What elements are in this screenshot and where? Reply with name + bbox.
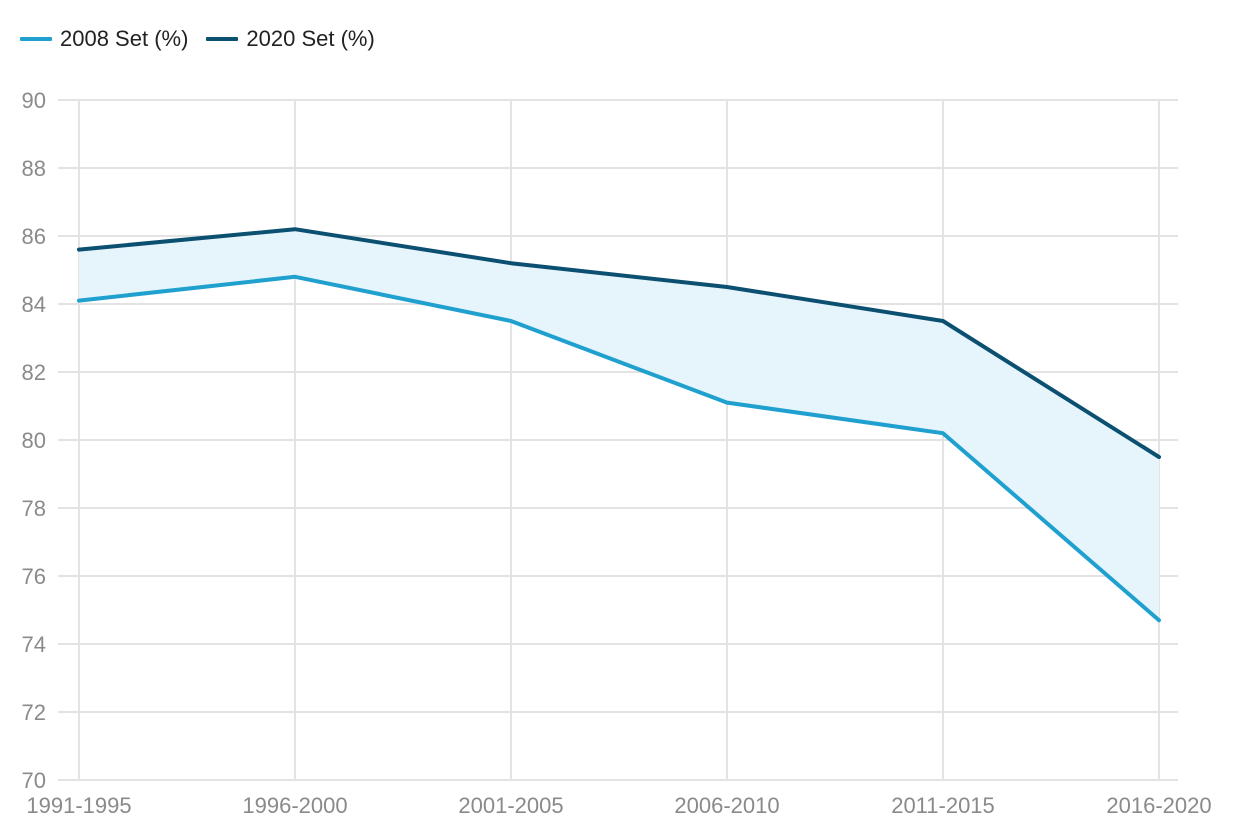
- x-tick-label-1: 1991-1995: [26, 793, 131, 818]
- y-tick-label-70: 70: [22, 768, 46, 793]
- y-tick-label-78: 78: [22, 496, 46, 521]
- x-tick-label-6: 2016-2020: [1106, 793, 1211, 818]
- series-line-2008-set: [77, 274, 1161, 623]
- y-tick-label-72: 72: [22, 700, 46, 725]
- x-tick-label-5: 2011-2015: [891, 793, 995, 818]
- legend-swatch-2020-set: [206, 37, 239, 41]
- y-tick-label-74: 74: [22, 632, 46, 657]
- y-tick-label-86: 86: [22, 224, 46, 249]
- chart-legend: 2008 Set (%) 2020 Set (%): [20, 26, 393, 52]
- x-tick-label-4: 2006-2010: [674, 793, 779, 818]
- legend-item-2020-set: 2020 Set (%): [206, 26, 375, 52]
- y-tick-label-84: 84: [22, 292, 46, 317]
- legend-label-2008-set: 2008 Set (%): [60, 26, 189, 51]
- legend-label-2020-set: 2020 Set (%): [246, 26, 375, 51]
- x-tick-label-3: 2001-2005: [458, 793, 563, 818]
- y-tick-label-82: 82: [22, 360, 46, 385]
- range-band: [79, 229, 1159, 621]
- y-tick-label-88: 88: [22, 156, 46, 181]
- legend-swatch-2008-set: [20, 37, 52, 41]
- series-line-2020-set: [77, 227, 1161, 459]
- y-tick-label-90: 90: [22, 88, 46, 113]
- legend-item-2008-set: 2008 Set (%): [20, 26, 188, 52]
- x-tick-label-2: 1996-2000: [242, 793, 347, 818]
- y-tick-label-80: 80: [22, 428, 46, 453]
- y-tick-label-76: 76: [22, 564, 46, 589]
